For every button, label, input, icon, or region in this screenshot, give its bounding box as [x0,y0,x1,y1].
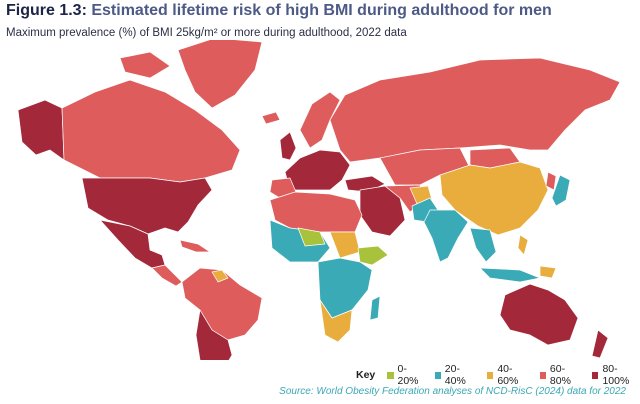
region-russia [329,57,621,163]
region-greenland [177,40,263,109]
legend-swatch [434,371,441,379]
region-argentina-chile [195,309,233,360]
region-north-africa [269,191,363,233]
legend-label: 20-40% [444,363,466,387]
legend-item-40-60: 40-60% [487,363,530,387]
region-madagascar [369,295,381,321]
region-central-america [151,264,183,287]
region-iceland [261,111,281,125]
legend-label: 80-100% [602,363,630,387]
region-uk-ireland [279,131,297,161]
legend-item-80-100: 80-100% [592,363,640,387]
region-philippines [517,234,529,256]
region-alaska [17,99,65,161]
region-south-america-north [181,267,263,341]
legend-swatch [539,371,546,379]
region-india [423,209,469,263]
legend-key-label: Key [356,369,376,381]
region-png [539,265,557,279]
figure-label: Figure 1.3: [6,2,87,19]
region-caribbean [179,239,211,253]
figure-subtitle: Maximum prevalence (%) of BMI 25kg/m² or… [6,27,407,39]
region-australia [499,283,579,346]
legend-item-0-20: 0-20% [387,363,424,387]
legend-item-20-40: 20-40% [434,363,478,387]
region-usa [81,177,213,235]
region-sudan [329,231,361,259]
region-indonesia [479,267,541,283]
region-west-africa-sahel [269,219,331,263]
region-guiana [211,269,229,283]
region-new-zealand [591,329,609,359]
region-mexico [99,219,166,269]
legend-label: 60-80% [549,363,571,387]
legend: Key 0-20% 20-40% 40-60% 60-80% 80-100% [356,363,640,387]
region-japan [551,174,571,207]
legend-swatch [592,371,599,379]
legend-label: 40-60% [497,363,519,387]
region-southern-africa [319,299,353,343]
region-korea [545,171,557,191]
figure-title: Figure 1.3: Estimated lifetime risk of h… [6,2,552,20]
legend-swatch [487,371,494,379]
region-sahel-green [297,227,326,247]
figure-title-text: Estimated lifetime risk of high BMI duri… [91,2,552,19]
source-note: Source: World Obesity Federation analyse… [279,386,626,397]
region-scandinavia [299,91,341,149]
region-southeast-asia [469,227,497,263]
legend-label: 0-20% [397,363,419,387]
region-canada-arctic [119,51,171,79]
world-map [17,40,621,360]
region-western-europe [284,149,351,191]
region-horn-of-africa [357,245,389,266]
legend-item-60-80: 60-80% [539,363,583,387]
legend-swatch [387,371,394,379]
